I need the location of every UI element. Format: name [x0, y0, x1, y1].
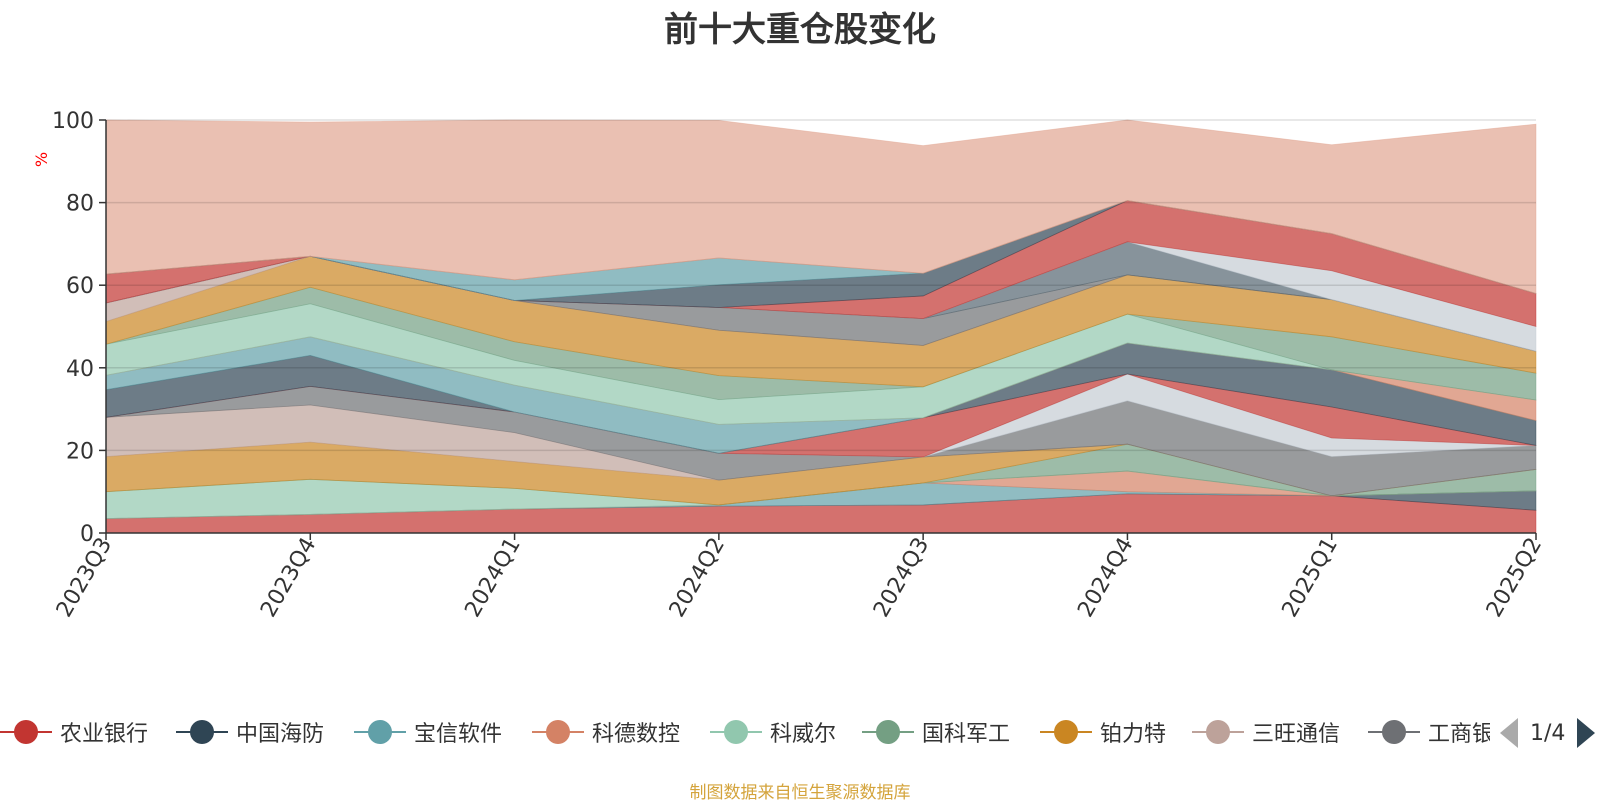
- y-tick-label: 60: [66, 274, 94, 299]
- legend-item[interactable]: 科威尔: [710, 712, 836, 752]
- legend-label: 工商银行: [1428, 722, 1490, 747]
- area-series-25: [105, 119, 1537, 294]
- legend-symbol-icon: [1368, 712, 1420, 752]
- y-tick-label: 80: [66, 192, 94, 217]
- y-tick-label: 0: [80, 522, 94, 547]
- legend-prev-page-icon[interactable]: [1500, 718, 1518, 748]
- legend-item[interactable]: 农业银行: [0, 712, 148, 752]
- legend-symbol-icon: [1040, 712, 1092, 752]
- x-tick-label: 2024Q4: [1073, 534, 1138, 622]
- legend-item[interactable]: 宝信软件: [354, 712, 502, 752]
- y-tick-label: 100: [52, 109, 94, 134]
- x-tick-label: 2025Q2: [1482, 534, 1547, 622]
- x-tick-label: 2023Q4: [256, 534, 321, 622]
- legend-item[interactable]: 铂力特: [1040, 712, 1166, 752]
- legend-label: 三旺通信: [1252, 722, 1341, 747]
- legend-symbol-icon: [176, 712, 228, 752]
- legend: 农业银行 中国海防 宝信软件 科德数控 科威尔 国科军工 铂力特 三旺通信 工商银行: [0, 712, 1490, 752]
- legend-label: 铂力特: [1100, 722, 1167, 747]
- area-series-group: [105, 119, 1537, 534]
- x-tick-label: 2024Q1: [460, 534, 525, 622]
- legend-label: 农业银行: [60, 722, 149, 747]
- legend-symbol-icon: [354, 712, 406, 752]
- legend-label: 科德数控: [592, 722, 681, 747]
- legend-next-page-icon[interactable]: [1577, 718, 1596, 748]
- y-tick-label: 40: [66, 357, 94, 382]
- legend-label: 国科军工: [922, 722, 1011, 747]
- legend-item[interactable]: 中国海防: [176, 712, 324, 752]
- legend-symbol-icon: [532, 712, 584, 752]
- legend-symbol-icon: [1192, 712, 1244, 752]
- legend-label: 宝信软件: [414, 722, 503, 747]
- legend-label: 科威尔: [770, 722, 837, 747]
- legend-item[interactable]: 国科军工: [862, 712, 1010, 752]
- legend-pager: 1/4: [1500, 715, 1596, 751]
- chart-title: 前十大重仓股变化: [664, 10, 936, 50]
- legend-item[interactable]: 工商银行: [1368, 712, 1490, 752]
- data-source-note: 制图数据来自恒生聚源数据库: [689, 783, 911, 803]
- legend-symbol-icon: [862, 712, 914, 752]
- legend-item[interactable]: 三旺通信: [1192, 712, 1340, 752]
- legend-symbol-icon: [710, 712, 762, 752]
- legend-symbol-icon: [0, 712, 52, 752]
- x-tick-label: 2024Q3: [869, 534, 934, 622]
- legend-label: 中国海防: [236, 722, 325, 747]
- x-tick-label: 2024Q2: [665, 534, 730, 622]
- y-tick-label: 20: [66, 439, 94, 464]
- legend-page-indicator: 1/4: [1530, 720, 1566, 746]
- x-tick-label: 2025Q1: [1278, 534, 1343, 622]
- legend-item[interactable]: 科德数控: [532, 712, 680, 752]
- grid-lines: [106, 119, 1536, 452]
